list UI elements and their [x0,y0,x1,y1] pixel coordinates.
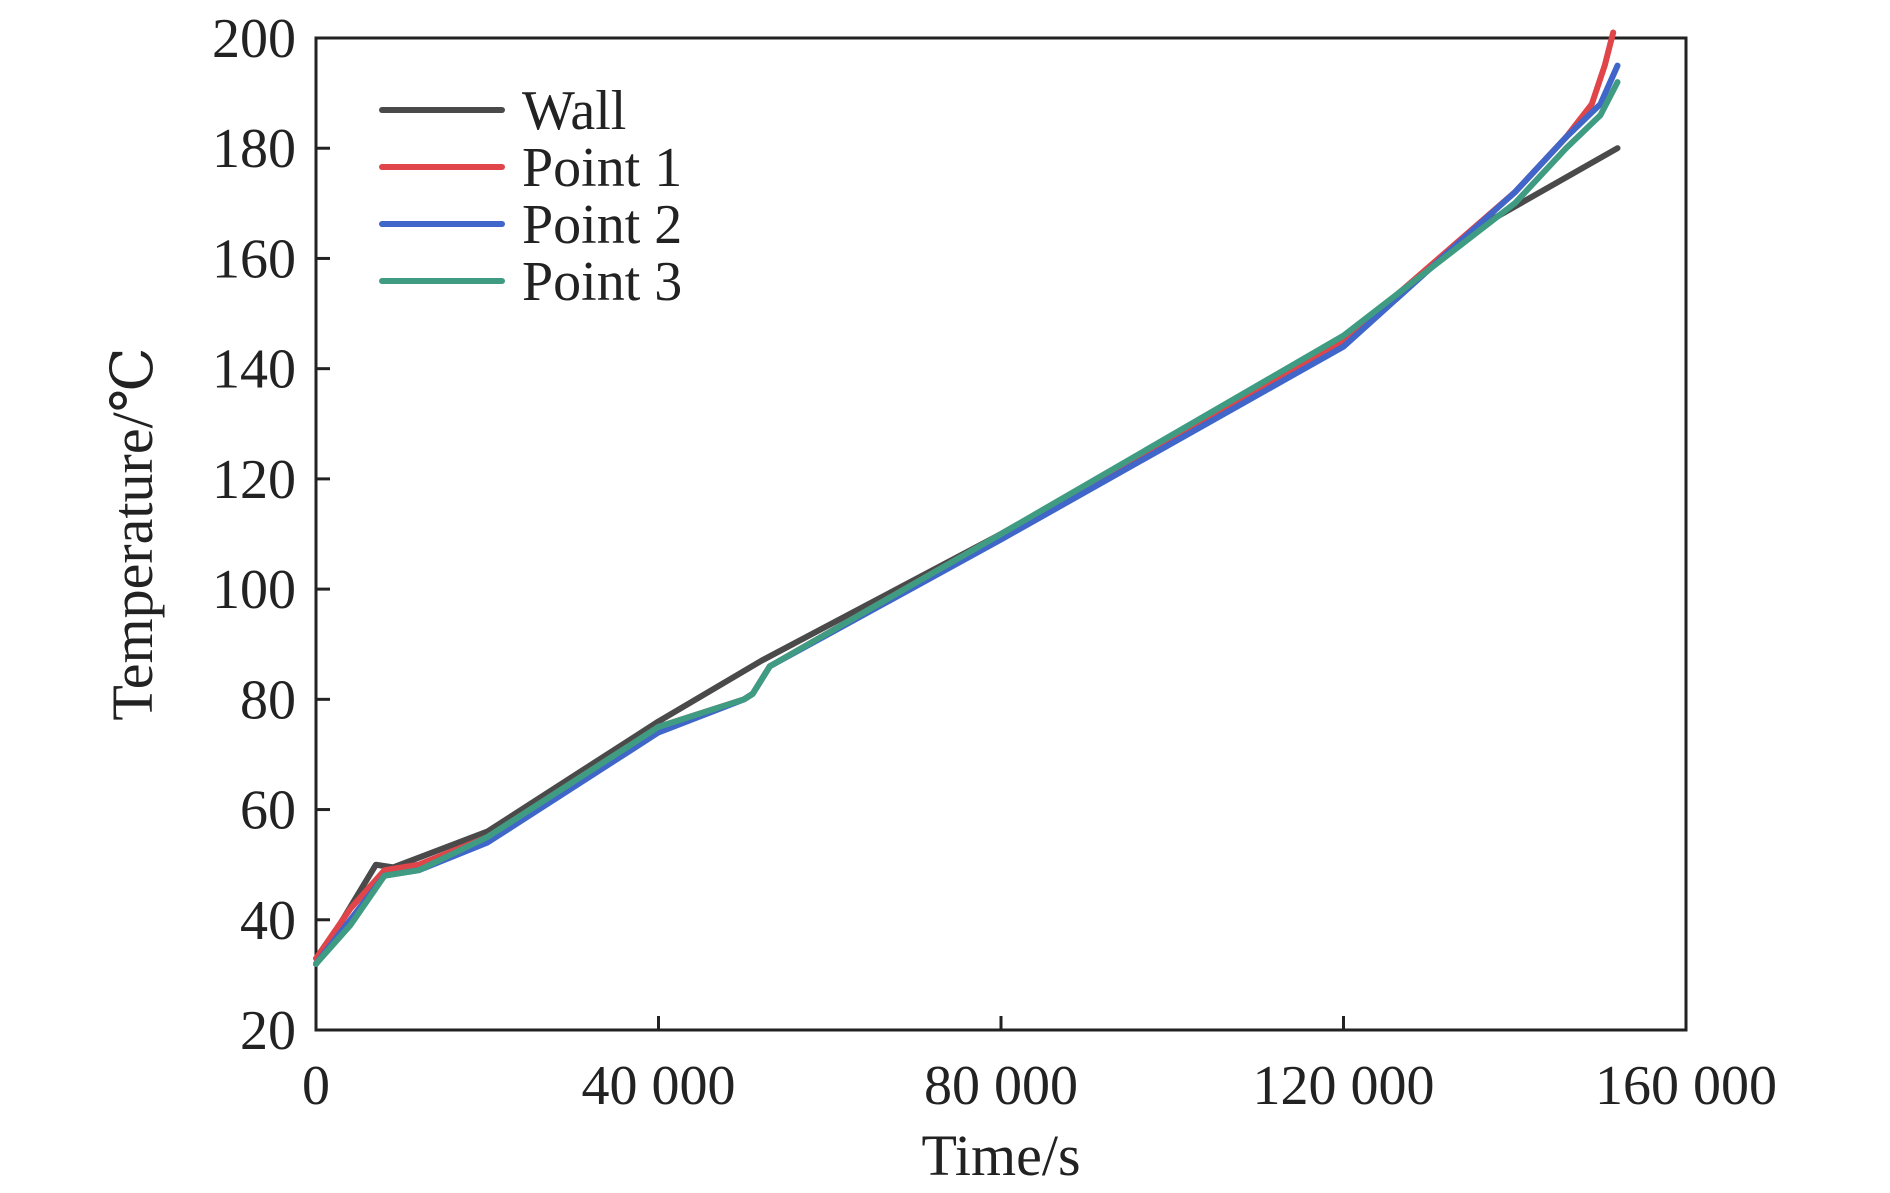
y-tick-label: 160 [212,228,296,290]
y-tick-label: 20 [240,1000,296,1062]
y-tick-label: 140 [212,339,296,401]
x-tick-label: 160 000 [1595,1055,1777,1117]
x-tick-label: 0 [302,1055,330,1117]
y-tick-label: 180 [212,118,296,180]
legend-label-wall: Wall [522,80,626,142]
y-axis: 20 40 60 80 100 120 140 160 180 200 [212,8,330,1062]
y-axis-title: Temperature/℃ [100,347,165,720]
legend-label-point-2: Point 2 [522,194,682,256]
y-tick-label: 200 [212,8,296,70]
x-axis: 0 40 000 80 000 120 000 160 000 [302,1016,1777,1117]
series-layer [313,29,1621,967]
x-axis-title: Time/s [921,1123,1080,1188]
legend-label-point-3: Point 3 [522,251,682,313]
x-tick-label: 40 000 [582,1055,736,1117]
legend-label-point-1: Point 1 [522,137,682,199]
series-line-point-2 [313,62,1621,967]
y-tick-label: 80 [240,669,296,731]
y-tick-label: 40 [240,890,296,952]
x-tick-label: 80 000 [924,1055,1078,1117]
y-tick-label: 100 [212,559,296,621]
series-line-point-3 [313,79,1621,967]
y-tick-label: 120 [212,449,296,511]
y-tick-label: 60 [240,780,296,842]
x-tick-label: 120 000 [1253,1055,1435,1117]
